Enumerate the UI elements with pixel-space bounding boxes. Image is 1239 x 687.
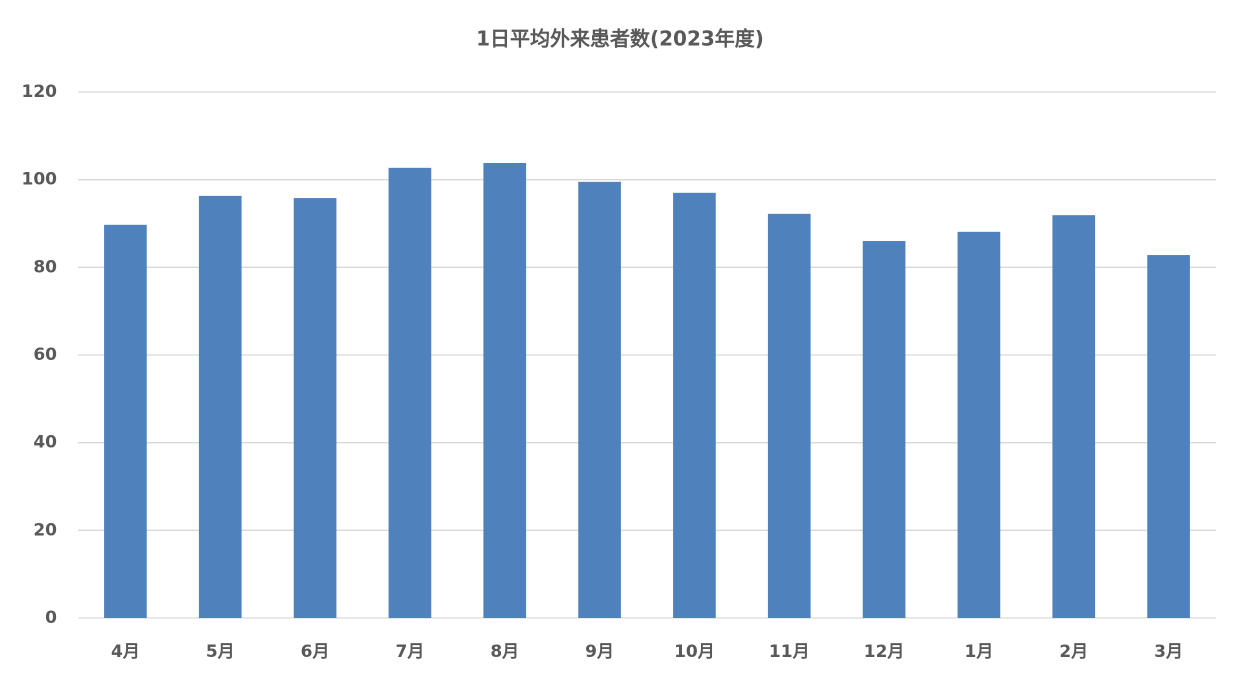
bar — [957, 231, 1001, 618]
y-tick-label: 120 — [22, 82, 58, 102]
x-tick-label: 1月 — [964, 642, 993, 662]
bar — [388, 167, 432, 618]
chart-title: 1日平均外来患者数(2023年度) — [476, 27, 764, 51]
bar — [483, 163, 527, 618]
y-tick-label: 60 — [33, 345, 57, 365]
y-tick-label: 40 — [33, 433, 57, 453]
bar — [1147, 255, 1190, 618]
y-tick-label: 0 — [45, 608, 57, 628]
x-tick-label: 11月 — [769, 642, 810, 662]
x-tick-label: 8月 — [490, 642, 519, 662]
bar — [293, 198, 337, 618]
x-tick-label: 10月 — [674, 642, 715, 662]
bar — [104, 224, 147, 618]
y-tick-label: 100 — [22, 170, 58, 190]
x-tick-label: 4月 — [111, 642, 140, 662]
bar — [767, 213, 811, 618]
y-tick-label: 20 — [33, 520, 57, 540]
bar — [862, 241, 906, 619]
bar — [1052, 215, 1096, 618]
y-tick-label: 80 — [33, 257, 57, 277]
bar — [198, 195, 242, 618]
x-tick-label: 3月 — [1154, 642, 1183, 662]
x-tick-label: 9月 — [585, 642, 614, 662]
bar — [673, 192, 716, 619]
x-tick-label: 2月 — [1059, 642, 1088, 662]
x-tick-label: 6月 — [301, 642, 330, 662]
x-tick-label: 12月 — [864, 642, 905, 662]
x-tick-label: 7月 — [395, 642, 424, 662]
bar — [578, 181, 621, 618]
x-tick-label: 5月 — [206, 642, 235, 662]
